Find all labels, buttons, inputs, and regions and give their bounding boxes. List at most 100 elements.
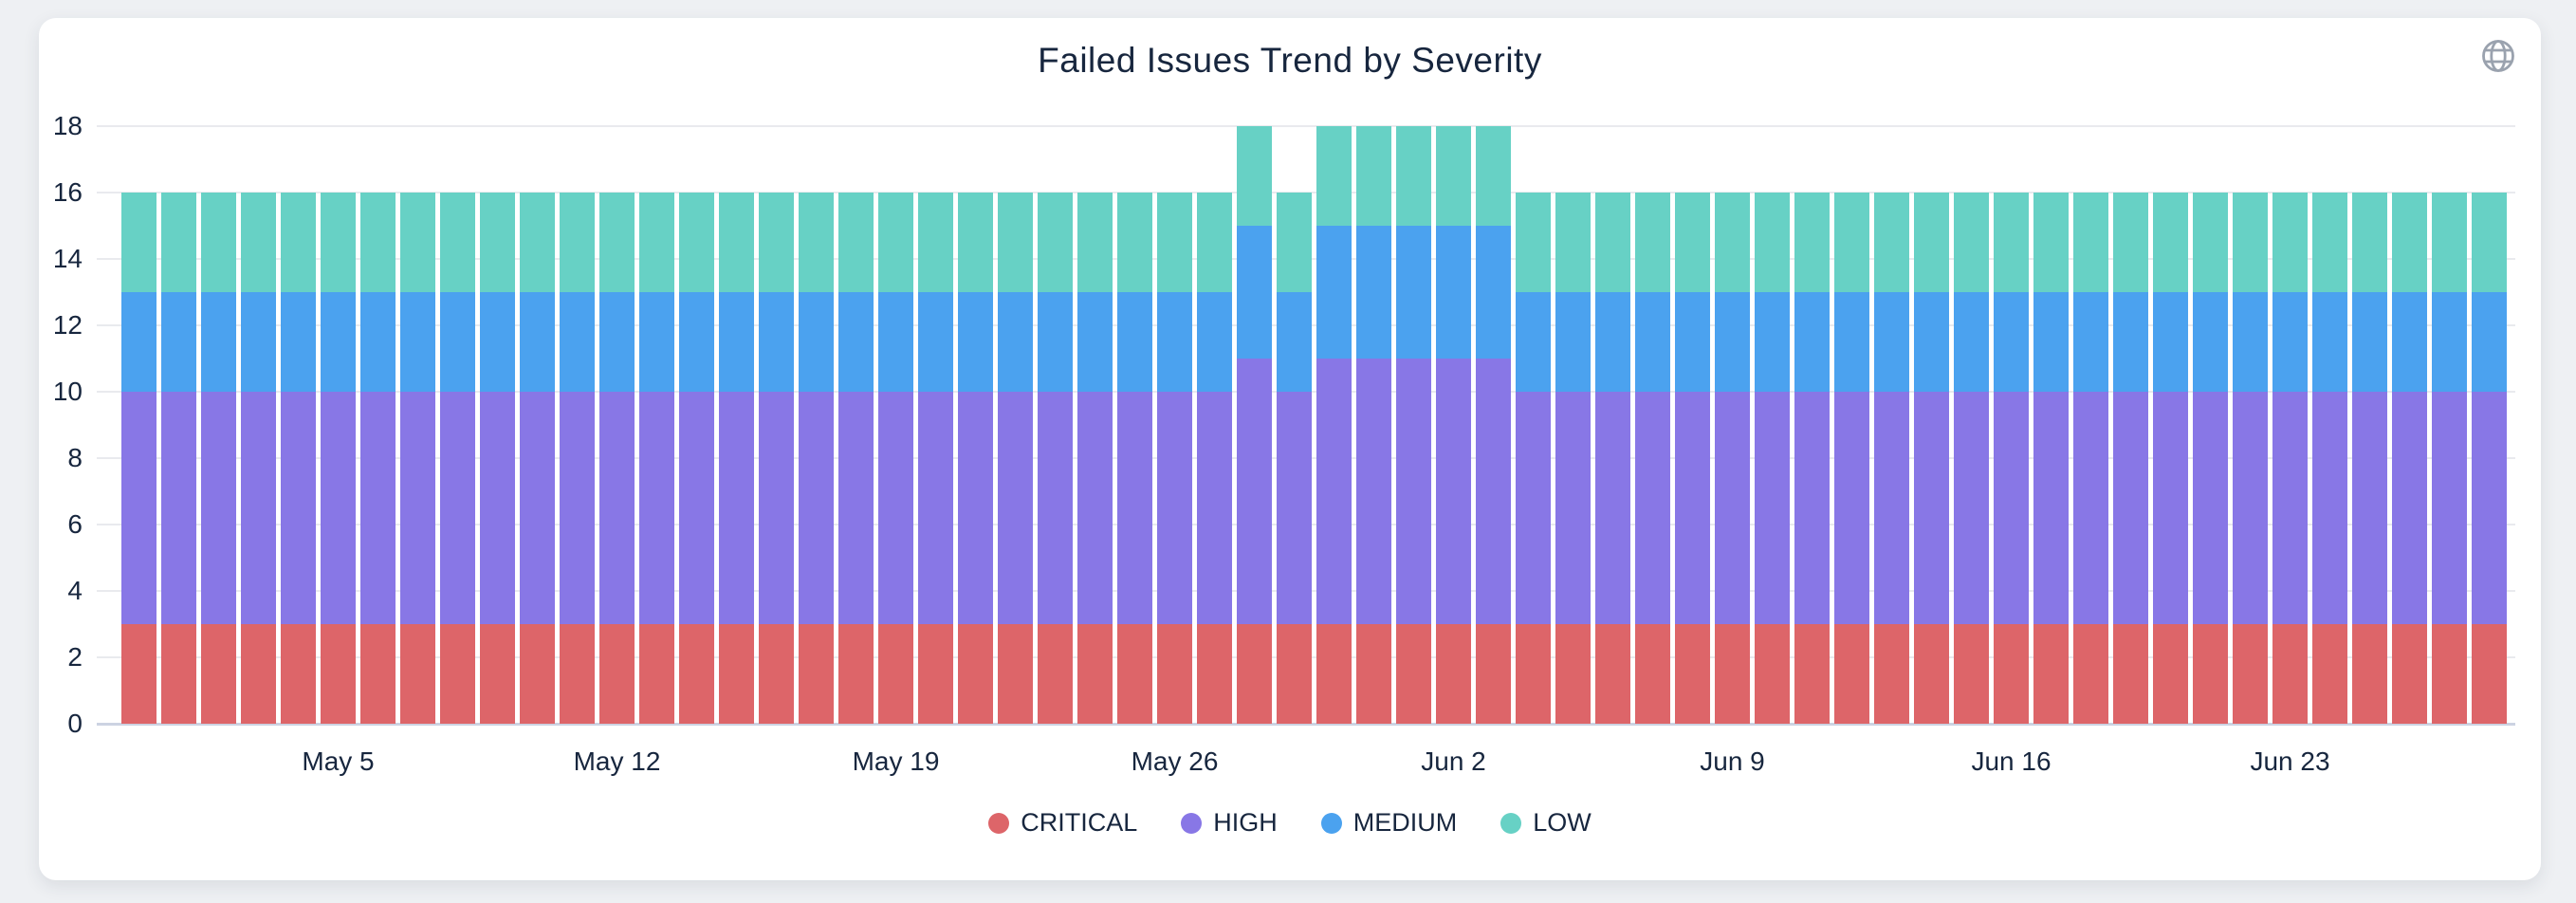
bar-column[interactable] bbox=[1396, 126, 1431, 724]
bar-segment-low[interactable] bbox=[878, 193, 913, 292]
bar-segment-high[interactable] bbox=[759, 392, 794, 624]
bar-segment-critical[interactable] bbox=[1197, 624, 1232, 724]
bar-segment-low[interactable] bbox=[1396, 126, 1431, 226]
bar-segment-high[interactable] bbox=[2113, 392, 2148, 624]
bar-segment-critical[interactable] bbox=[161, 624, 196, 724]
bar-segment-low[interactable] bbox=[1715, 193, 1750, 292]
bar-segment-medium[interactable] bbox=[1516, 292, 1551, 392]
bar-segment-low[interactable] bbox=[1316, 126, 1352, 226]
bar-segment-high[interactable] bbox=[2472, 392, 2507, 624]
bar-segment-medium[interactable] bbox=[121, 292, 156, 392]
bar-segment-medium[interactable] bbox=[1914, 292, 1949, 392]
bar-segment-critical[interactable] bbox=[1237, 624, 1272, 724]
bar-segment-medium[interactable] bbox=[1476, 226, 1511, 359]
bar-segment-critical[interactable] bbox=[2193, 624, 2228, 724]
bar-segment-critical[interactable] bbox=[1914, 624, 1949, 724]
bar-segment-critical[interactable] bbox=[241, 624, 276, 724]
bar-segment-critical[interactable] bbox=[360, 624, 396, 724]
bar-segment-medium[interactable] bbox=[2352, 292, 2387, 392]
bar-column[interactable] bbox=[480, 193, 515, 724]
bar-column[interactable] bbox=[281, 193, 316, 724]
bar-segment-medium[interactable] bbox=[1237, 226, 1272, 359]
bar-column[interactable] bbox=[918, 193, 953, 724]
bar-segment-critical[interactable] bbox=[998, 624, 1033, 724]
bar-segment-low[interactable] bbox=[2272, 193, 2308, 292]
bar-segment-critical[interactable] bbox=[1994, 624, 2029, 724]
bar-segment-high[interactable] bbox=[2193, 392, 2228, 624]
bar-segment-high[interactable] bbox=[1077, 392, 1113, 624]
bar-segment-high[interactable] bbox=[1715, 392, 1750, 624]
bar-segment-medium[interactable] bbox=[1555, 292, 1591, 392]
bar-segment-medium[interactable] bbox=[719, 292, 754, 392]
bar-column[interactable] bbox=[1834, 193, 1869, 724]
bar-segment-low[interactable] bbox=[1436, 126, 1471, 226]
bar-segment-low[interactable] bbox=[161, 193, 196, 292]
bar-segment-medium[interactable] bbox=[2073, 292, 2108, 392]
bar-segment-high[interactable] bbox=[2033, 392, 2069, 624]
bar-segment-high[interactable] bbox=[121, 392, 156, 624]
bar-column[interactable] bbox=[1237, 126, 1272, 724]
bar-segment-high[interactable] bbox=[360, 392, 396, 624]
bar-segment-high[interactable] bbox=[1874, 392, 1909, 624]
bar-segment-critical[interactable] bbox=[121, 624, 156, 724]
bar-segment-medium[interactable] bbox=[799, 292, 834, 392]
bar-segment-low[interactable] bbox=[2312, 193, 2347, 292]
bar-segment-low[interactable] bbox=[1675, 193, 1710, 292]
bar-segment-medium[interactable] bbox=[1874, 292, 1909, 392]
bar-segment-high[interactable] bbox=[878, 392, 913, 624]
bar-segment-medium[interactable] bbox=[1077, 292, 1113, 392]
bar-column[interactable] bbox=[1635, 193, 1670, 724]
bar-segment-high[interactable] bbox=[799, 392, 834, 624]
bar-segment-medium[interactable] bbox=[241, 292, 276, 392]
bar-segment-medium[interactable] bbox=[639, 292, 674, 392]
bar-segment-critical[interactable] bbox=[599, 624, 635, 724]
bar-segment-high[interactable] bbox=[161, 392, 196, 624]
bar-column[interactable] bbox=[1555, 193, 1591, 724]
bar-segment-high[interactable] bbox=[2392, 392, 2427, 624]
bar-column[interactable] bbox=[2312, 193, 2347, 724]
bar-segment-medium[interactable] bbox=[2113, 292, 2148, 392]
bar-column[interactable] bbox=[878, 193, 913, 724]
bar-segment-critical[interactable] bbox=[1157, 624, 1192, 724]
bar-segment-critical[interactable] bbox=[838, 624, 874, 724]
bar-segment-critical[interactable] bbox=[2033, 624, 2069, 724]
bar-column[interactable] bbox=[241, 193, 276, 724]
bar-segment-low[interactable] bbox=[639, 193, 674, 292]
bar-segment-low[interactable] bbox=[838, 193, 874, 292]
bar-segment-critical[interactable] bbox=[1436, 624, 1471, 724]
bar-segment-critical[interactable] bbox=[958, 624, 993, 724]
bar-segment-critical[interactable] bbox=[1117, 624, 1152, 724]
bar-segment-low[interactable] bbox=[1038, 193, 1073, 292]
bar-segment-critical[interactable] bbox=[2073, 624, 2108, 724]
bar-segment-medium[interactable] bbox=[1635, 292, 1670, 392]
bar-segment-medium[interactable] bbox=[440, 292, 475, 392]
bar-column[interactable] bbox=[161, 193, 196, 724]
bar-segment-critical[interactable] bbox=[520, 624, 555, 724]
bar-column[interactable] bbox=[759, 193, 794, 724]
bar-segment-critical[interactable] bbox=[2472, 624, 2507, 724]
bar-segment-medium[interactable] bbox=[918, 292, 953, 392]
bar-segment-high[interactable] bbox=[1038, 392, 1073, 624]
bar-segment-high[interactable] bbox=[1675, 392, 1710, 624]
bar-segment-medium[interactable] bbox=[321, 292, 356, 392]
bar-column[interactable] bbox=[2392, 193, 2427, 724]
bar-segment-medium[interactable] bbox=[1675, 292, 1710, 392]
bar-segment-medium[interactable] bbox=[1436, 226, 1471, 359]
bar-segment-medium[interactable] bbox=[161, 292, 196, 392]
bar-segment-high[interactable] bbox=[719, 392, 754, 624]
bar-segment-high[interactable] bbox=[440, 392, 475, 624]
bar-segment-critical[interactable] bbox=[2272, 624, 2308, 724]
bar-segment-low[interactable] bbox=[2073, 193, 2108, 292]
bar-segment-medium[interactable] bbox=[599, 292, 635, 392]
bar-segment-medium[interactable] bbox=[1117, 292, 1152, 392]
bar-segment-low[interactable] bbox=[918, 193, 953, 292]
bar-segment-medium[interactable] bbox=[2392, 292, 2427, 392]
bar-column[interactable] bbox=[2272, 193, 2308, 724]
bar-segment-low[interactable] bbox=[719, 193, 754, 292]
bar-segment-high[interactable] bbox=[1555, 392, 1591, 624]
bar-column[interactable] bbox=[1914, 193, 1949, 724]
bar-column[interactable] bbox=[998, 193, 1033, 724]
bar-column[interactable] bbox=[2073, 193, 2108, 724]
bar-segment-low[interactable] bbox=[480, 193, 515, 292]
bar-segment-critical[interactable] bbox=[719, 624, 754, 724]
